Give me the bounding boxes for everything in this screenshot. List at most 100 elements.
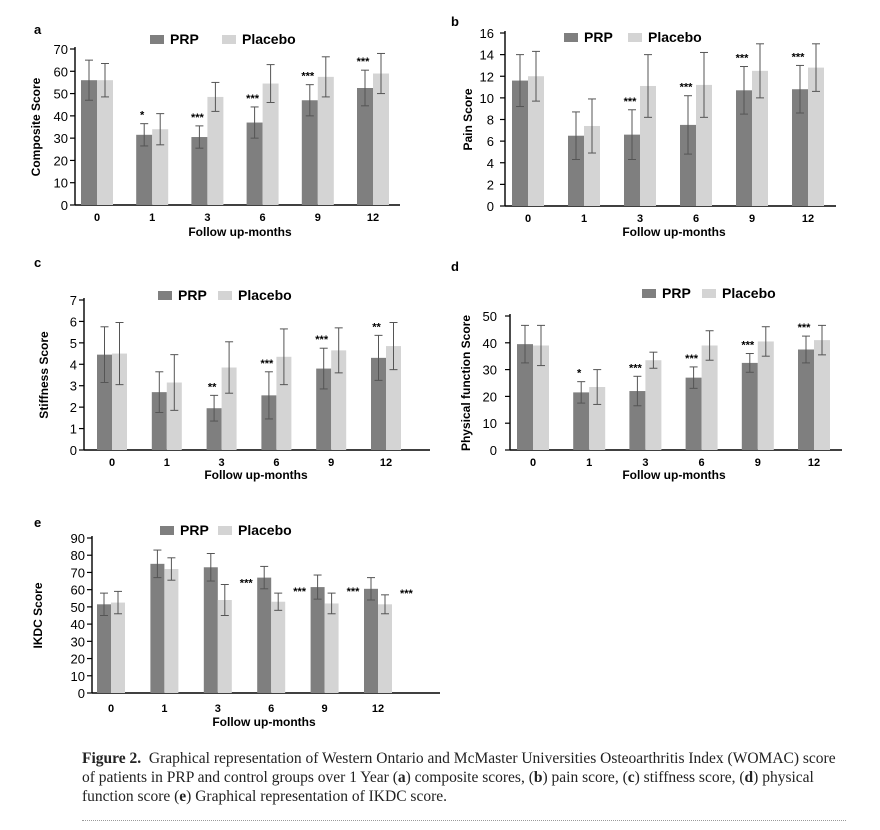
bar-prp-a-0 — [81, 80, 97, 205]
y-tick-label-e: 70 — [71, 565, 85, 580]
x-tick-label-a: 0 — [94, 212, 100, 224]
x-tick-label-c: 0 — [109, 457, 115, 469]
y-tick-label-c: 6 — [70, 314, 77, 329]
y-axis-title-d: Physical function Score — [459, 315, 473, 451]
x-tick-label-c: 12 — [380, 457, 392, 469]
x-axis-title-e: Follow up-months — [212, 715, 316, 729]
x-axis-title-a: Follow up-months — [188, 225, 292, 239]
legend-swatch-prp-b — [564, 33, 578, 42]
x-tick-label-b: 3 — [637, 213, 643, 225]
bar-placebo-e-0 — [111, 602, 125, 693]
y-tick-label-e: 90 — [71, 531, 85, 546]
legend-label-prp-e: PRP — [180, 522, 209, 538]
bar-placebo-b-1 — [584, 125, 600, 206]
bar-placebo-b-6 — [696, 84, 712, 206]
bar-placebo-e-6 — [271, 601, 286, 693]
y-tick-label-b: 6 — [487, 134, 494, 149]
bar-prp-b-6 — [680, 124, 696, 206]
x-tick-label-b: 6 — [693, 213, 699, 225]
caption-label: Figure 2. — [82, 750, 142, 767]
bar-prp-d-1 — [573, 392, 590, 450]
bar-prp-c-12 — [371, 357, 386, 450]
y-tick-label-b: 2 — [487, 177, 494, 192]
caption-rule — [82, 820, 846, 821]
y-tick-label-e: 80 — [71, 548, 85, 563]
bar-placebo-c-9 — [331, 350, 347, 450]
y-tick-label-d: 30 — [483, 363, 497, 378]
x-tick-label-b: 12 — [802, 213, 814, 225]
bar-placebo-a-9 — [317, 76, 334, 205]
y-tick-label-a: 40 — [54, 109, 68, 124]
y-tick-label-c: 7 — [70, 293, 77, 308]
bar-prp-d-6 — [685, 377, 702, 450]
bar-placebo-d-3 — [645, 360, 662, 450]
x-tick-label-b: 1 — [581, 213, 587, 225]
x-axis-title-c: Follow up-months — [204, 468, 308, 482]
x-tick-label-c: 1 — [164, 457, 170, 469]
significance-marker-d: *** — [741, 340, 755, 352]
significance-marker-c: *** — [260, 358, 274, 370]
x-tick-label-d: 3 — [642, 457, 648, 469]
x-tick-label-a: 6 — [260, 212, 266, 224]
bar-prp-c-0 — [97, 354, 112, 450]
significance-marker-b: *** — [792, 51, 806, 63]
bar-placebo-a-6 — [262, 83, 279, 205]
y-axis-title-e: IKDC Score — [31, 582, 45, 648]
x-tick-label-d: 6 — [699, 457, 705, 469]
y-tick-label-a: 70 — [54, 42, 68, 57]
y-tick-label-e: 20 — [71, 652, 85, 667]
bar-placebo-a-1 — [152, 129, 169, 205]
legend-swatch-prp-d — [642, 289, 656, 298]
bar-placebo-d-9 — [757, 341, 774, 450]
bar-placebo-c-0 — [112, 353, 127, 450]
x-tick-label-e: 12 — [372, 703, 384, 715]
y-tick-label-a: 0 — [61, 198, 68, 213]
panel-letter-a: a — [34, 22, 42, 37]
significance-marker-a: *** — [357, 56, 371, 68]
y-tick-label-a: 10 — [54, 176, 68, 191]
x-tick-label-d: 1 — [586, 457, 592, 469]
y-tick-label-d: 20 — [483, 389, 497, 404]
legend-label-prp-d: PRP — [662, 285, 691, 301]
bar-prp-c-1 — [151, 392, 167, 450]
legend-label-prp-a: PRP — [170, 31, 199, 47]
y-tick-label-b: 8 — [487, 113, 494, 128]
bar-placebo-b-12 — [808, 67, 824, 206]
y-tick-label-d: 40 — [483, 336, 497, 351]
y-axis-title-a: Composite Score — [29, 77, 43, 176]
legend-swatch-placebo-e — [218, 526, 232, 535]
bar-placebo-d-12 — [814, 340, 830, 450]
x-tick-label-d: 9 — [755, 457, 761, 469]
bar-placebo-e-3 — [217, 600, 232, 693]
x-tick-label-c: 9 — [328, 457, 334, 469]
significance-marker-e: *** — [347, 586, 361, 598]
bar-placebo-b-9 — [752, 70, 768, 206]
caption-panel-c: c — [627, 769, 635, 786]
bar-prp-d-0 — [517, 344, 533, 450]
bar-prp-d-12 — [798, 349, 814, 450]
significance-marker-d: *** — [629, 362, 643, 374]
bar-placebo-c-12 — [386, 346, 401, 450]
bar-prp-c-3 — [206, 408, 222, 450]
x-tick-label-a: 1 — [149, 212, 155, 224]
caption-text-4: ) stiffness score, ( — [634, 769, 745, 786]
y-tick-label-d: 50 — [483, 309, 497, 324]
bar-placebo-b-3 — [640, 85, 656, 206]
y-tick-label-c: 0 — [70, 443, 77, 458]
bar-prp-b-12 — [792, 89, 808, 206]
bar-placebo-a-0 — [97, 80, 113, 205]
bar-placebo-c-3 — [221, 367, 237, 450]
significance-marker-a: * — [140, 110, 145, 122]
caption-text-5: ) physical function score ( — [82, 769, 814, 805]
bar-placebo-d-1 — [589, 387, 606, 450]
legend-swatch-placebo-a — [222, 35, 236, 44]
caption-text-6: ) Graphical representation of IKDC score… — [186, 788, 447, 805]
legend-label-placebo-e: Placebo — [238, 522, 292, 538]
caption-text-2: ) composite scores, ( — [405, 769, 534, 786]
y-tick-label-c: 5 — [70, 336, 77, 351]
x-tick-label-a: 12 — [367, 212, 379, 224]
